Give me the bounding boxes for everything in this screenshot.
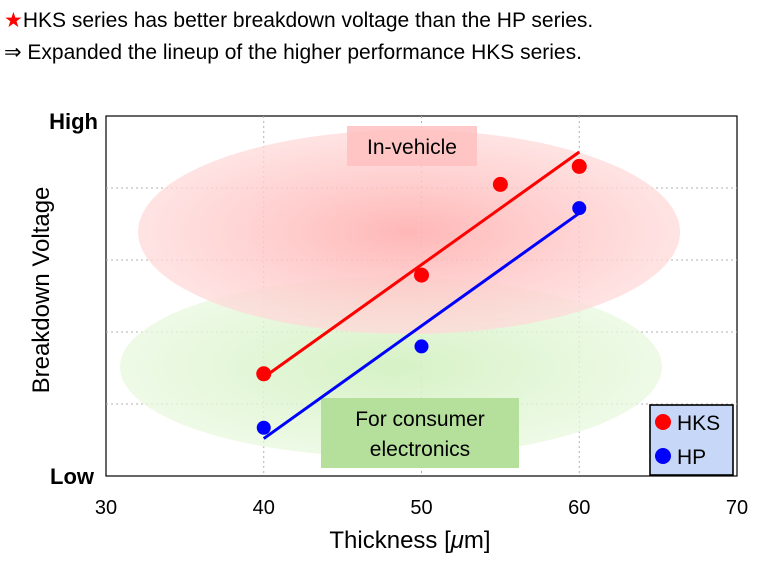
hp-data-point [414, 339, 429, 354]
x-axis-title-prefix: Thickness [ [329, 527, 451, 554]
legend: HKS HP [649, 404, 734, 476]
hks-trend-line [262, 150, 581, 379]
star-icon: ★ [4, 9, 23, 32]
x-tick-label: 30 [95, 497, 117, 519]
x-axis-title-unit: μ [450, 527, 464, 554]
hks-data-point [571, 158, 587, 174]
in-vehicle-label: In-vehicle [367, 136, 457, 159]
hp-data-point [256, 420, 271, 435]
consumer-electronics-label-box [321, 398, 519, 468]
x-axis-title: Thickness [μm] [329, 527, 490, 554]
headline-line-1: ★HKS series has better breakdown voltage… [4, 8, 593, 33]
hp-trend-line [262, 211, 581, 440]
legend-hp-marker [655, 448, 671, 464]
series-layer [256, 150, 587, 440]
in-vehicle-region [138, 130, 680, 334]
x-axis-title-suffix: m] [464, 527, 491, 554]
x-tick-labels: 30 40 50 60 70 [95, 497, 748, 519]
y-bottom-label: Low [50, 464, 95, 489]
x-tick-label: 60 [568, 497, 590, 519]
hks-data-point [256, 366, 272, 382]
consumer-electronics-label-line-2: electronics [370, 438, 470, 461]
legend-hks-marker [655, 414, 671, 430]
hks-data-point [492, 176, 508, 192]
hp-data-point [572, 201, 587, 216]
y-top-label: High [49, 109, 98, 134]
in-vehicle-label-box [347, 126, 477, 166]
consumer-electronics-label-line-1: For consumer [355, 408, 485, 431]
y-axis-title: Breakdown Voltage [28, 187, 55, 394]
headline-line-1-text: HKS series has better breakdown voltage … [22, 9, 594, 32]
x-tick-label: 70 [726, 497, 748, 519]
legend-hp-label: HP [677, 446, 706, 469]
x-tick-label: 50 [410, 497, 432, 519]
legend-hks-label: HKS [677, 412, 720, 435]
x-tick-label: 40 [253, 497, 275, 519]
hks-data-point [414, 267, 429, 283]
headline-line-2: ⇒ Expanded the lineup of the higher perf… [4, 41, 582, 64]
